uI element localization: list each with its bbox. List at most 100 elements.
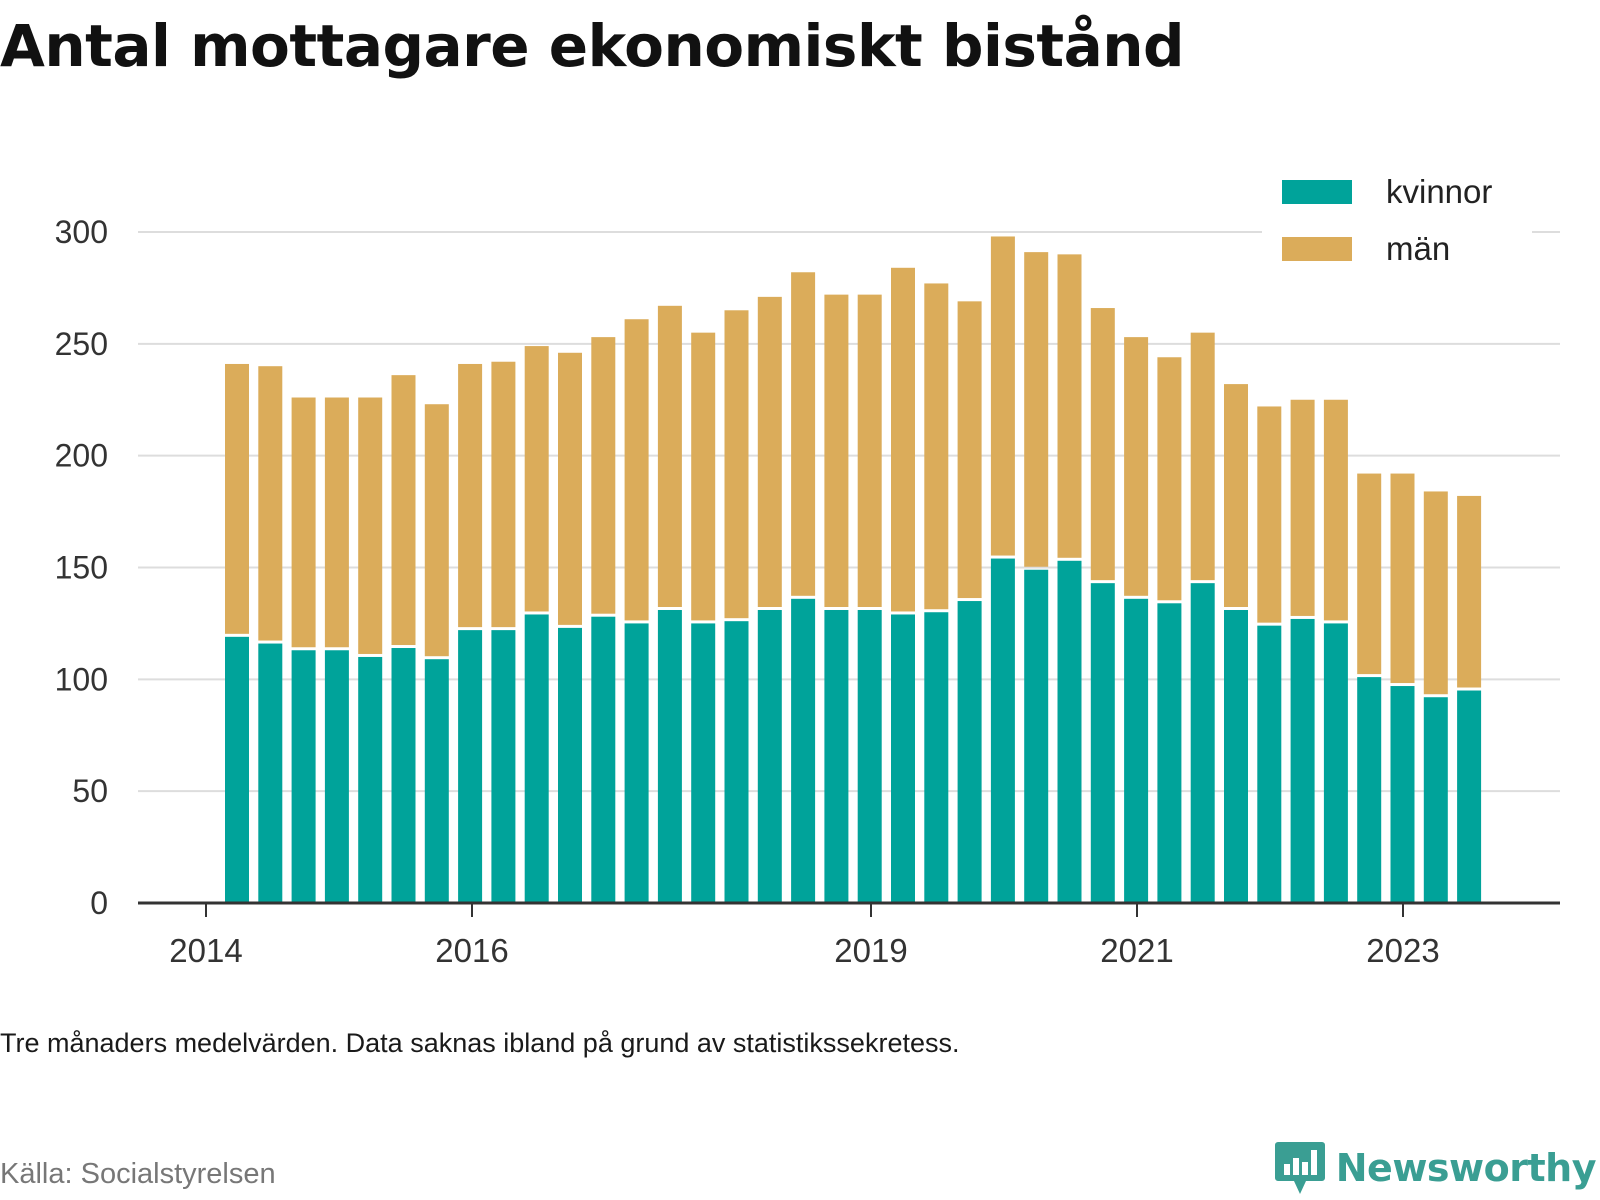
y-tick-label: 250 [55,326,108,362]
bar-kvinnor [591,616,616,903]
bar-män [957,301,982,599]
bar-kvinnor [391,648,416,903]
y-tick-label: 100 [55,661,108,697]
bar-kvinnor [757,609,782,903]
bar-män [1323,399,1348,621]
brand-name: Newsworthy [1335,1146,1597,1190]
bar-kvinnor [957,601,982,903]
bar-män [358,397,383,654]
bar-män [924,283,949,610]
bar-män [1057,254,1082,558]
brand-logo: Newsworthy [1274,1140,1597,1196]
bar-män [1224,384,1248,607]
bar-män [824,294,849,607]
bar-kvinnor [1390,686,1415,903]
bar-män [1124,337,1149,596]
bar-män [1290,399,1315,616]
bar-män [1190,332,1215,581]
x-tick-label: 2019 [834,932,907,969]
bar-kvinnor [1290,618,1315,903]
bar-kvinnor [1224,609,1248,903]
bar-kvinnor [1090,583,1115,903]
legend-swatch-kvinnor [1282,180,1352,204]
bar-män [791,272,816,596]
bar-män [1457,495,1482,688]
x-tick-label: 2016 [435,932,508,969]
bar-män [524,346,549,612]
bar-män [591,337,616,614]
bar-kvinnor [558,627,582,903]
x-tick-label: 2023 [1366,932,1439,969]
bar-män [891,267,915,612]
y-axis-ticks: 0 50 100 150 200 250 300 [55,214,108,921]
bar-män [1423,491,1448,695]
y-tick-label: 200 [55,438,108,474]
bar-kvinnor [1124,598,1149,903]
bar-kvinnor [1323,623,1348,903]
bar-män [1357,473,1382,675]
stacked-bar-chart: 2014 2016 2019 2021 2023 050100150200250300 … [54,165,1560,969]
bar-kvinnor [724,621,749,903]
bar-kvinnor [258,643,283,903]
bar-kvinnor [424,659,449,903]
bar-män [657,305,682,607]
x-tick-label: 2014 [169,932,242,969]
bar-kvinnor [824,609,849,903]
bar-män [291,397,316,648]
bar-män [258,366,283,641]
bar-kvinnor [857,609,882,903]
bar-kvinnor [524,614,549,903]
chart-note: Tre månaders medelvärden. Data saknas ib… [0,1028,960,1058]
x-axis-ticks: 2014 2016 2019 2021 2023 [169,903,1440,969]
bar-kvinnor [291,650,316,903]
bar-män [225,363,249,634]
y-tick-label: 150 [55,550,108,586]
bar-kvinnor [491,630,516,903]
bar-kvinnor [225,636,249,903]
bar-män [391,375,416,646]
bar-män [558,352,582,625]
bar-kvinnor [1157,603,1182,903]
bar-kvinnor [358,656,383,903]
bar-kvinnor [657,609,682,903]
bar-män [1390,473,1415,684]
bar-män [1157,357,1182,601]
bar-kvinnor [458,630,483,903]
chart-source: Källa: Socialstyrelsen [0,1158,276,1190]
legend-label-män: män [1386,230,1450,267]
bar-män [757,296,782,607]
y-tick-label: 0 [90,885,108,921]
bar-kvinnor [990,558,1015,903]
legend-swatch-män [1282,237,1352,261]
bar-män [857,294,882,607]
bar-chart-speech-bubble-icon [1274,1142,1325,1194]
bar-kvinnor [1257,625,1282,903]
y-tick-label: 300 [55,214,108,250]
chart-title: Antal mottagare ekonomiskt bistånd [0,12,1185,80]
bar-män [491,361,516,628]
y-tick-label: 50 [72,773,108,809]
bar-kvinnor [924,612,949,903]
legend-label-kvinnor: kvinnor [1386,173,1492,210]
bar-män [1024,252,1049,567]
bars [225,236,1482,903]
bar-män [1257,406,1282,623]
bar-kvinnor [891,614,915,903]
bar-kvinnor [691,623,716,903]
bar-kvinnor [1457,690,1482,903]
legend: kvinnor män [1262,165,1532,280]
bar-män [990,236,1015,556]
bar-män [424,404,449,657]
bar-kvinnor [624,623,649,903]
x-tick-label: 2021 [1100,932,1173,969]
bar-kvinnor [1423,697,1448,903]
bar-kvinnor [791,598,816,903]
bar-män [324,397,349,648]
bar-kvinnor [1024,569,1049,903]
bar-kvinnor [1057,560,1082,903]
bar-män [458,363,483,628]
bar-män [691,332,716,621]
bar-män [624,319,649,621]
bar-kvinnor [324,650,349,903]
bar-män [724,310,749,619]
